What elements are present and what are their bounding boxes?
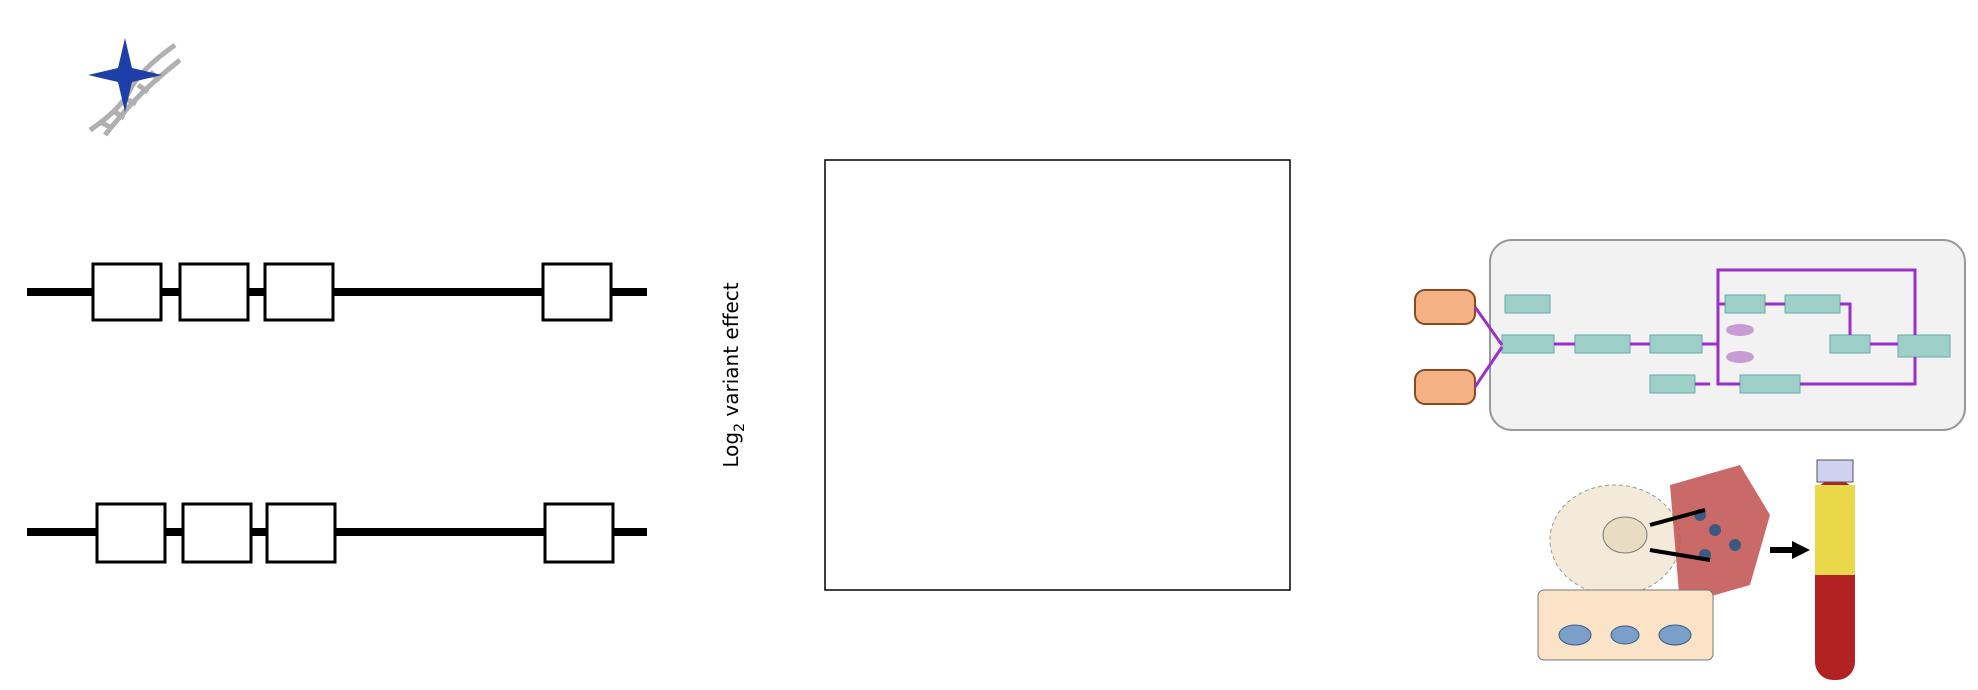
y-axis-label-rest: variant effect	[719, 282, 743, 423]
plot-frame	[824, 159, 1291, 591]
mpra-chart: Log2 variant effect	[719, 159, 1291, 591]
mips-workflow-diagram	[1414, 239, 1966, 431]
benign-gene-track	[27, 262, 647, 322]
exon-box	[263, 262, 335, 322]
exon-box	[91, 262, 163, 322]
y-axis-label: Log2 variant effect	[719, 282, 748, 467]
cadd-logo-icon	[88, 38, 182, 137]
exon-box	[95, 502, 167, 564]
y-axis-label-sub: 2	[732, 423, 748, 432]
exon-box	[181, 502, 253, 564]
y-axis-label-log: Log	[719, 432, 743, 468]
exon-box	[178, 262, 250, 322]
deleterious-gene-track	[27, 502, 647, 564]
exon-box	[541, 262, 613, 322]
cfdna-illustration	[1537, 459, 1855, 680]
exon-box	[265, 502, 337, 564]
exon-box	[543, 502, 615, 564]
